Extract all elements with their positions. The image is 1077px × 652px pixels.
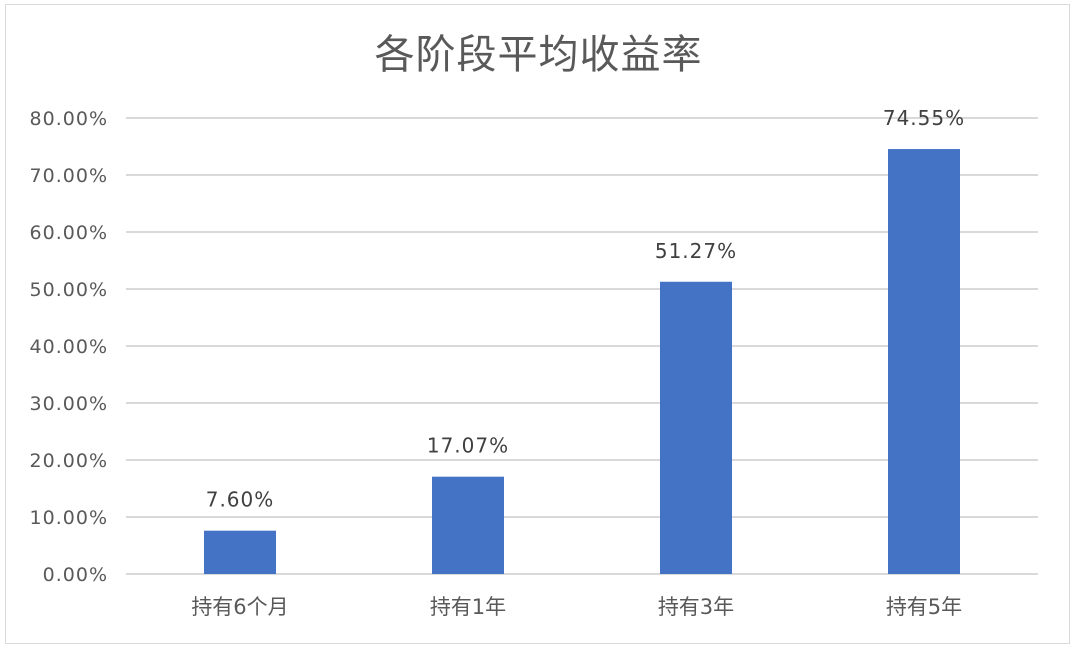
y-tick-label: 10.00% bbox=[30, 507, 108, 529]
data-label: 7.60% bbox=[206, 488, 275, 512]
y-tick-label: 60.00% bbox=[30, 222, 108, 244]
x-category-label: 持有3年 bbox=[658, 595, 734, 619]
y-tick-label: 40.00% bbox=[30, 336, 108, 358]
y-tick-label: 80.00% bbox=[30, 108, 108, 130]
bar bbox=[888, 149, 960, 574]
bar bbox=[660, 281, 732, 574]
x-category-label: 持有5年 bbox=[886, 595, 962, 619]
gridlines bbox=[126, 117, 1038, 575]
bar bbox=[432, 476, 504, 574]
data-label: 74.55% bbox=[883, 106, 965, 130]
bar bbox=[204, 530, 276, 574]
y-axis-tick-labels: 0.00% 10.00% 20.00% 30.00% 40.00% 50.00% 60.00… bbox=[30, 108, 108, 586]
y-tick-label: 50.00% bbox=[30, 279, 108, 301]
bars bbox=[204, 149, 960, 574]
y-tick-label: 20.00% bbox=[30, 450, 108, 472]
x-category-label: 持有6个月 bbox=[191, 595, 288, 619]
data-label: 17.07% bbox=[427, 434, 509, 458]
y-tick-label: 70.00% bbox=[30, 165, 108, 187]
chart-title: 各阶段平均收益率 bbox=[374, 32, 703, 78]
x-category-label: 持有1年 bbox=[430, 595, 506, 619]
y-tick-label: 30.00% bbox=[30, 393, 108, 415]
x-axis-category-labels: 持有6个月 持有1年 持有3年 持有5年 bbox=[191, 595, 962, 619]
y-tick-label: 0.00% bbox=[43, 564, 108, 586]
data-label: 51.27% bbox=[655, 239, 737, 263]
data-labels: 7.60% 17.07% 51.27% 74.55% bbox=[206, 106, 965, 512]
